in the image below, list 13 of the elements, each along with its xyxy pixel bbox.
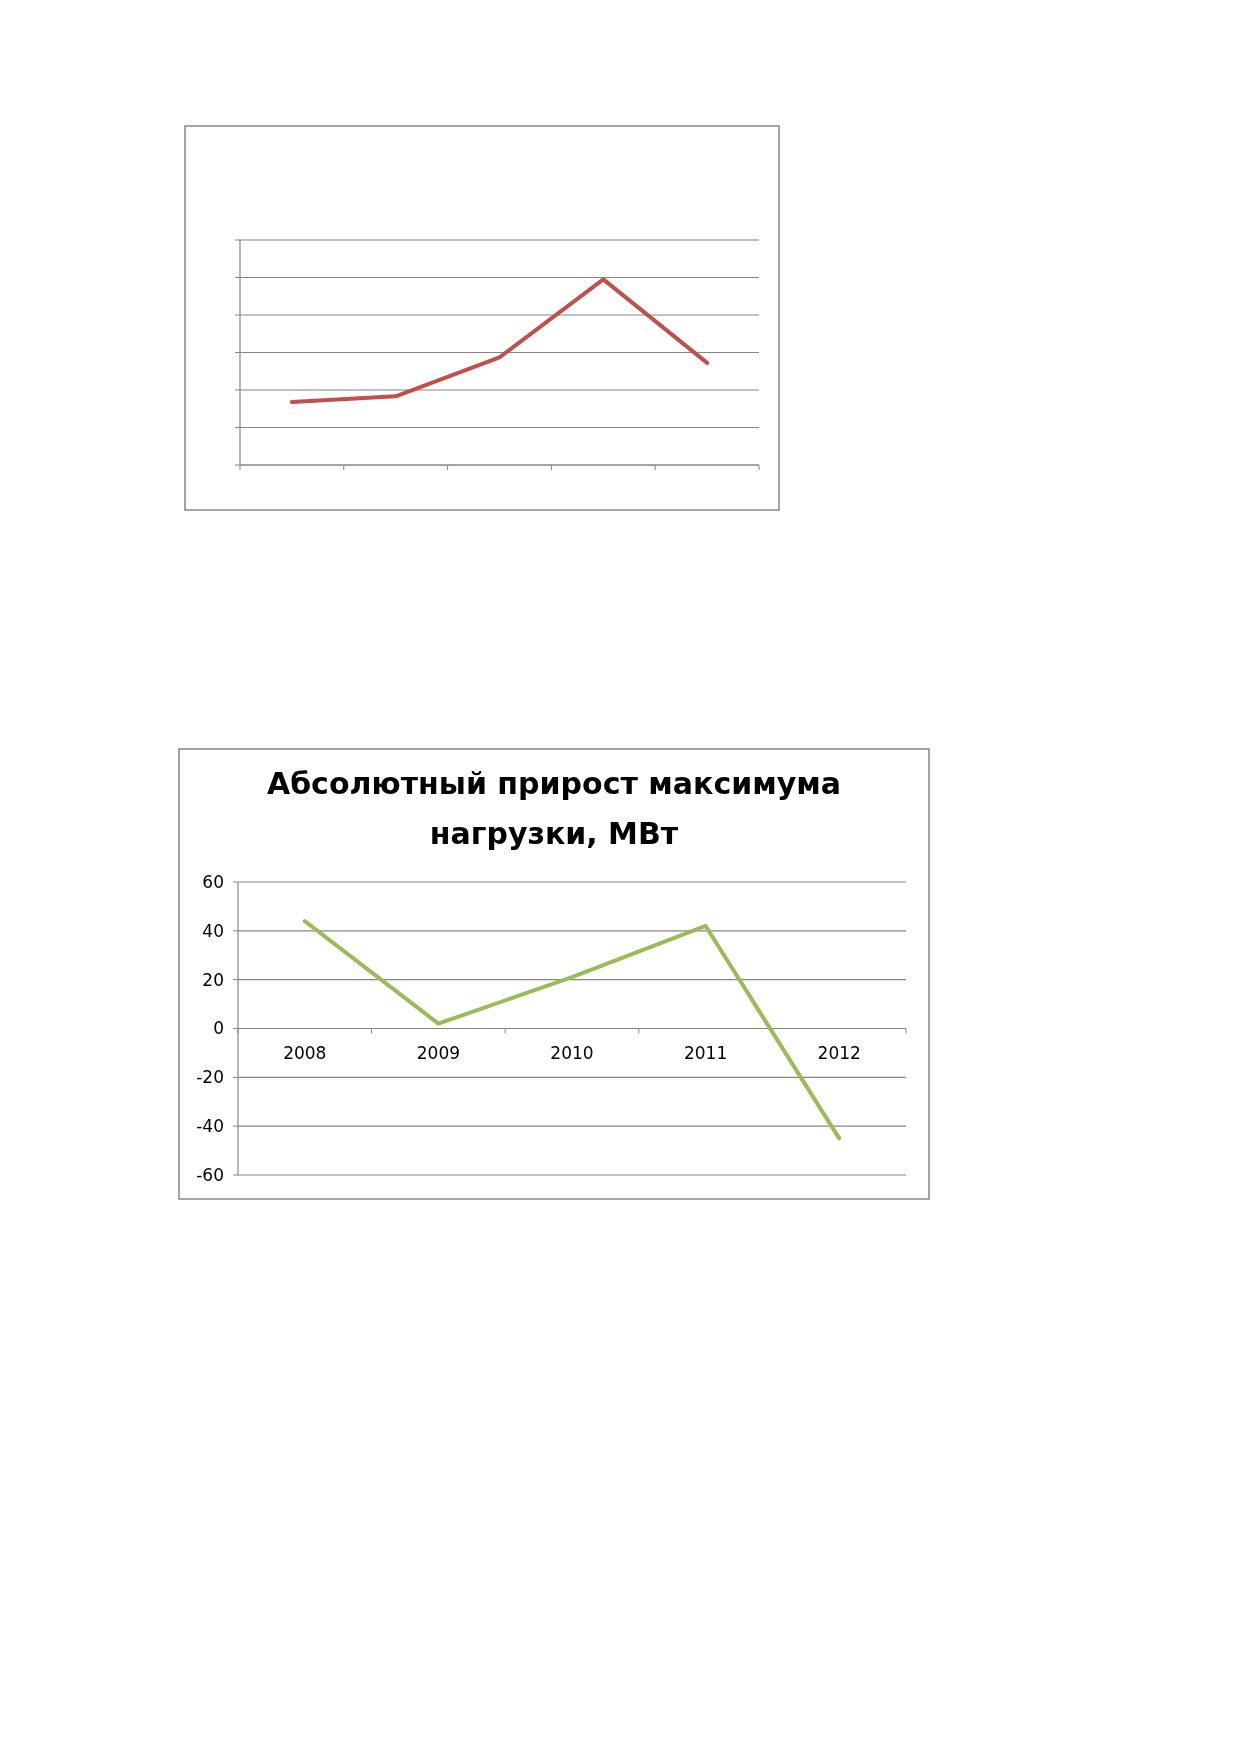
x-tick-label: 2012 xyxy=(817,1042,861,1063)
y-tick-label: 60 xyxy=(202,871,224,892)
chart-title: Абсолютный прирост максимума нагрузки, МВт xyxy=(266,766,842,851)
y-tick-label: 20 xyxy=(202,969,224,990)
y-tick-label: -20 xyxy=(196,1067,224,1088)
x-tick-label: 2009 xyxy=(416,1042,461,1063)
y-tick-label: -60 xyxy=(196,1164,224,1185)
y-tick-label: 0 xyxy=(213,1018,224,1039)
y-tick-label: -40 xyxy=(196,1116,224,1137)
x-tick-label: 2008 xyxy=(283,1042,327,1063)
x-tick-label: 2010 xyxy=(550,1042,594,1063)
x-tick-label: 2011 xyxy=(683,1042,728,1063)
y-tick-label: 40 xyxy=(202,920,224,941)
